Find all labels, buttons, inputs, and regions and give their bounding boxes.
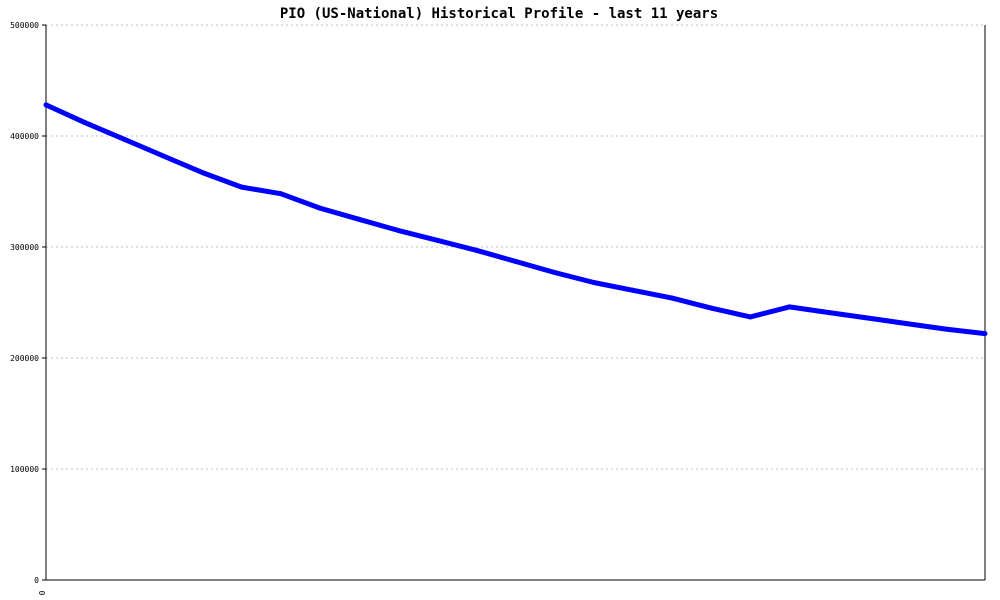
data-point-4 [200, 170, 205, 176]
x-tick-label-0: 0 [38, 590, 47, 595]
data-point-10 [434, 237, 440, 243]
chart-title: PIO (US-National) Historical Profile - l… [280, 6, 718, 22]
series-layer [43, 102, 988, 337]
data-point-0 [43, 102, 49, 108]
data-point-6 [278, 191, 284, 197]
data-point-16 [669, 295, 675, 301]
data-point-20 [826, 309, 831, 315]
y-tick-label-0: 0 [34, 576, 39, 585]
data-point-24 [982, 331, 988, 337]
data-point-11 [473, 247, 479, 253]
data-point-9 [395, 227, 401, 233]
x-axis-tick-labels: 0 [38, 590, 47, 595]
data-point-14 [591, 280, 597, 286]
data-point-7 [317, 205, 323, 211]
gridlines [46, 24, 985, 470]
y-tick-label-5: 500000 [10, 21, 39, 30]
y-tick-label-2: 200000 [10, 354, 39, 363]
data-point-12 [513, 258, 518, 264]
data-point-21 [865, 315, 871, 321]
data-point-18 [747, 314, 753, 320]
series-line-0 [44, 102, 986, 337]
data-point-22 [904, 321, 910, 327]
y-tick-label-3: 300000 [10, 243, 39, 252]
y-tick-label-4: 400000 [10, 132, 39, 141]
axes [42, 24, 986, 581]
y-tick-label-1: 100000 [10, 465, 39, 474]
data-point-23 [943, 326, 949, 332]
data-point-17 [708, 305, 714, 311]
data-point-13 [552, 270, 558, 276]
data-point-1 [82, 120, 88, 126]
data-point-3 [160, 153, 166, 159]
data-point-5 [239, 184, 245, 190]
y-axis-tick-labels: 0 100000 200000 300000 400000 500000 [10, 21, 39, 585]
data-point-19 [786, 304, 792, 310]
data-point-15 [630, 287, 636, 293]
data-point-2 [121, 136, 127, 142]
data-point-8 [356, 216, 362, 222]
